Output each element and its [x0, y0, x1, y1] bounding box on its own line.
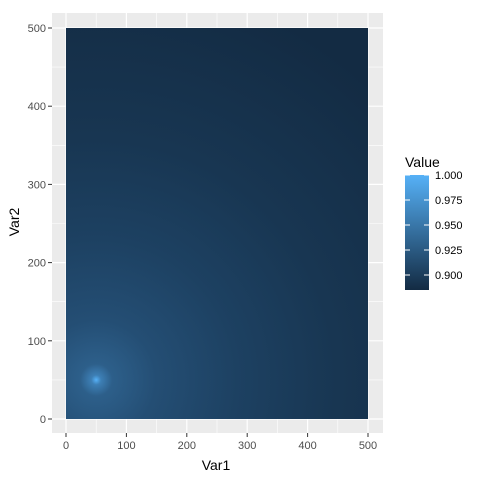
x-tick-label: 0 [63, 440, 69, 452]
x-tick-label: 400 [298, 440, 316, 452]
legend-title: Value [405, 154, 440, 170]
y-tick-label: 200 [28, 258, 46, 270]
x-axis-ticks: 0 100 200 300 400 500 [63, 433, 377, 452]
legend: Value 1.000 0.975 0.950 0.925 0.900 [405, 154, 463, 290]
y-tick-label: 0 [40, 414, 46, 426]
legend-tick-label: 0.975 [435, 195, 463, 207]
y-tick-label: 300 [28, 179, 46, 191]
legend-tick-label: 0.900 [435, 270, 463, 282]
legend-colorbar [405, 175, 429, 290]
heatmap-tiles [66, 28, 368, 419]
y-tick-label: 500 [28, 23, 46, 35]
heatmap-raster [66, 28, 368, 419]
y-axis-ticks: 0 100 200 300 400 500 [28, 23, 52, 426]
legend-tick-label: 1.000 [435, 170, 463, 182]
y-tick-label: 100 [28, 336, 46, 348]
x-tick-label: 300 [238, 440, 256, 452]
x-tick-label: 500 [359, 440, 377, 452]
y-axis-title: Var2 [6, 208, 22, 237]
legend-tick-label: 0.950 [435, 220, 463, 232]
x-tick-label: 100 [117, 440, 135, 452]
x-tick-label: 200 [178, 440, 196, 452]
legend-tick-label: 0.925 [435, 245, 463, 257]
x-axis-title: Var1 [202, 457, 231, 473]
legend-ticks: 1.000 0.975 0.950 0.925 0.900 [405, 170, 463, 282]
y-tick-label: 400 [28, 101, 46, 113]
